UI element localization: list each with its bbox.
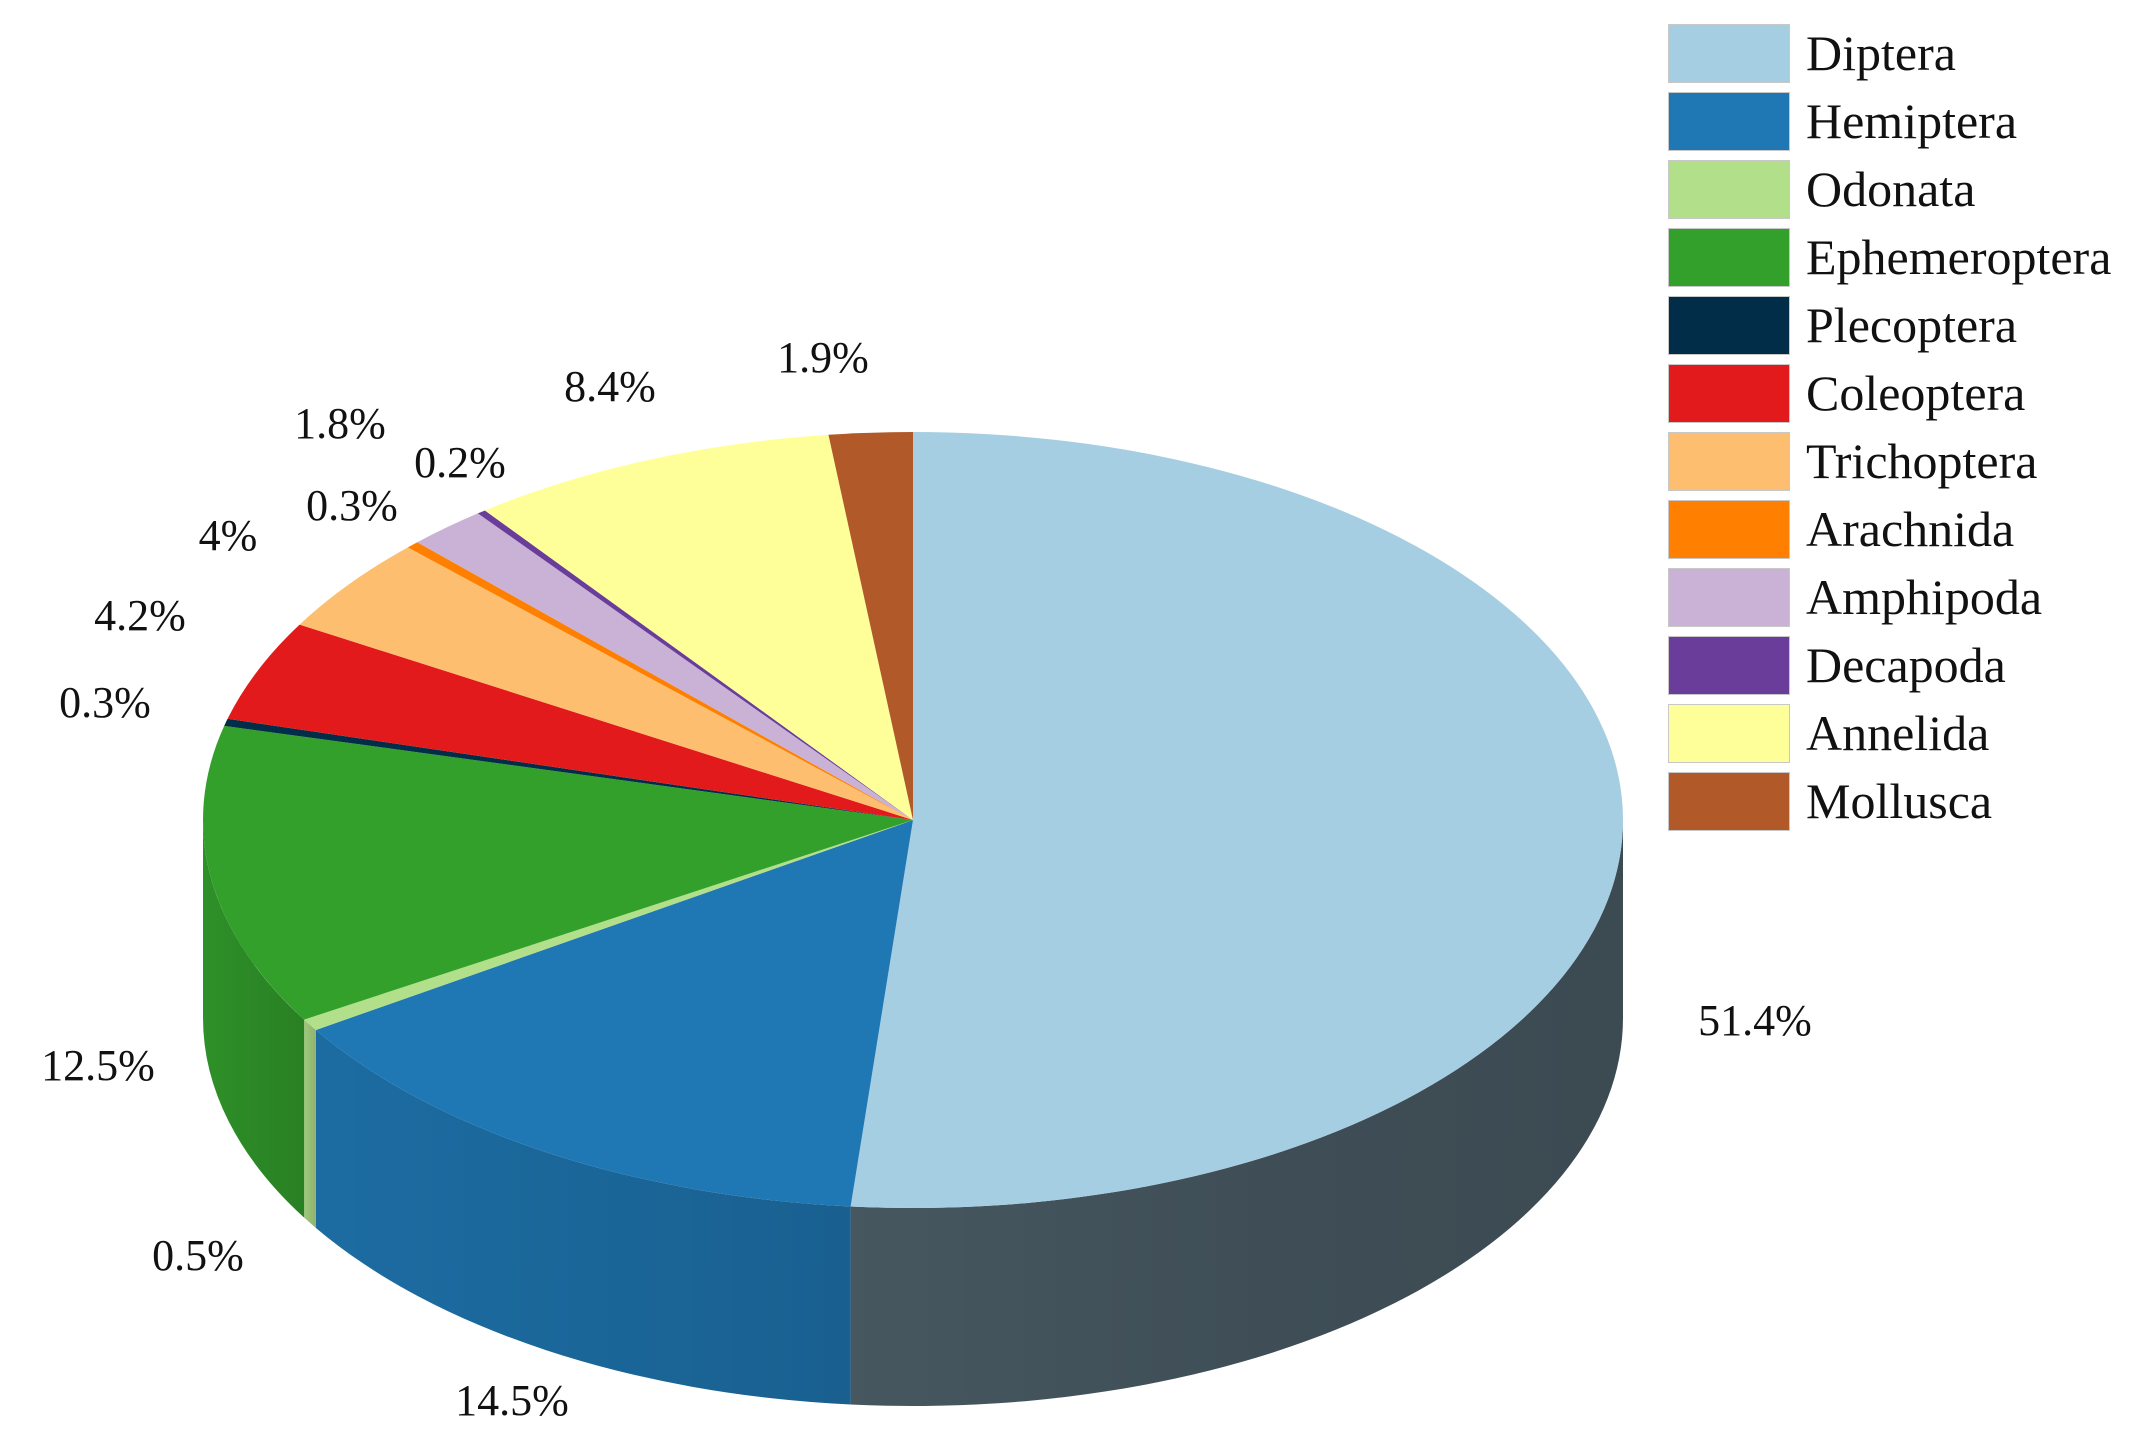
legend-item-decapoda: Decapoda <box>1668 631 2111 699</box>
legend-label: Trichoptera <box>1806 433 2038 489</box>
legend-label: Odonata <box>1806 161 1976 217</box>
legend-item-diptera: Diptera <box>1668 19 2111 87</box>
pie-top-faces <box>202 432 1623 1208</box>
legend-label: Ephemeroptera <box>1806 229 2112 285</box>
pie-side-diptera <box>850 820 1623 1406</box>
legend-label: Arachnida <box>1806 501 2015 557</box>
chart-legend: Diptera Hemiptera Odonata Ephemeroptera Plec… <box>1668 19 2111 835</box>
legend-swatch <box>1668 771 1790 831</box>
pie-side-hemiptera <box>315 1029 851 1405</box>
pie-slice-ephemeroptera <box>202 725 913 1020</box>
value-label-plecoptera: 0.3% <box>59 678 151 727</box>
pie-slice-coleoptera <box>227 624 913 820</box>
legend-label: Decapoda <box>1806 637 2006 693</box>
legend-swatch <box>1668 499 1790 559</box>
legend-item-ephemeroptera: Ephemeroptera <box>1668 223 2111 291</box>
value-label-decapoda: 0.2% <box>414 438 506 487</box>
legend-item-arachnida: Arachnida <box>1668 495 2111 563</box>
value-label-amphipoda: 1.8% <box>294 399 386 448</box>
legend-label: Annelida <box>1806 705 1990 761</box>
legend-swatch <box>1668 227 1790 287</box>
value-label-odonata: 0.5% <box>152 1231 244 1280</box>
legend-item-odonata: Odonata <box>1668 155 2111 223</box>
legend-swatch <box>1668 635 1790 695</box>
legend-swatch <box>1668 703 1790 763</box>
legend-item-annelida: Annelida <box>1668 699 2111 767</box>
pie-slice-trichoptera <box>299 547 913 820</box>
legend-swatch <box>1668 363 1790 423</box>
legend-label: Mollusca <box>1806 773 1993 829</box>
legend-swatch <box>1668 567 1790 627</box>
legend-swatch <box>1668 295 1790 355</box>
legend-label: Hemiptera <box>1806 93 2018 149</box>
legend-item-hemiptera: Hemiptera <box>1668 87 2111 155</box>
value-label-trichoptera: 4% <box>199 511 258 560</box>
value-label-arachnida: 0.3% <box>306 481 398 530</box>
legend-item-trichoptera: Trichoptera <box>1668 427 2111 495</box>
value-label-annelida: 8.4% <box>564 362 656 411</box>
pie-side-ephemeroptera <box>203 820 305 1218</box>
pie-slice-annelida <box>484 434 913 820</box>
legend-swatch <box>1668 23 1790 83</box>
value-label-mollusca: 1.9% <box>777 333 869 382</box>
pie-side-walls <box>203 820 1623 1406</box>
value-label-diptera: 51.4% <box>1698 996 1812 1045</box>
pie-slice-amphipoda <box>417 513 913 820</box>
legend-item-coleoptera: Coleoptera <box>1668 359 2111 427</box>
pie-slice-decapoda <box>477 510 913 820</box>
legend-item-plecoptera: Plecoptera <box>1668 291 2111 359</box>
pie-slice-plecoptera <box>224 718 914 820</box>
value-label-hemiptera: 14.5% <box>455 1376 569 1425</box>
pie-slice-odonata <box>304 820 913 1030</box>
legend-label: Diptera <box>1806 25 1956 81</box>
legend-label: Amphipoda <box>1806 569 2043 625</box>
legend-label: Coleoptera <box>1806 365 2026 421</box>
legend-swatch <box>1668 159 1790 219</box>
pie-value-labels: 51.4% 14.5% 0.5% 12.5% 0.3% 4.2% 4% 0.3% 1.8% 0.2… <box>41 333 1812 1425</box>
pie-slice-arachnida <box>407 542 913 820</box>
value-label-coleoptera: 4.2% <box>94 591 186 640</box>
legend-swatch <box>1668 431 1790 491</box>
legend-label: Plecoptera <box>1806 297 2018 353</box>
pie-slice-hemiptera <box>315 820 914 1207</box>
value-label-ephemeroptera: 12.5% <box>41 1041 155 1090</box>
pie-slice-diptera <box>850 432 1623 1208</box>
legend-item-amphipoda: Amphipoda <box>1668 563 2111 631</box>
legend-item-mollusca: Mollusca <box>1668 767 2111 835</box>
pie-side-odonata <box>304 1019 316 1228</box>
legend-swatch <box>1668 91 1790 151</box>
pie-slice-mollusca <box>828 432 913 820</box>
